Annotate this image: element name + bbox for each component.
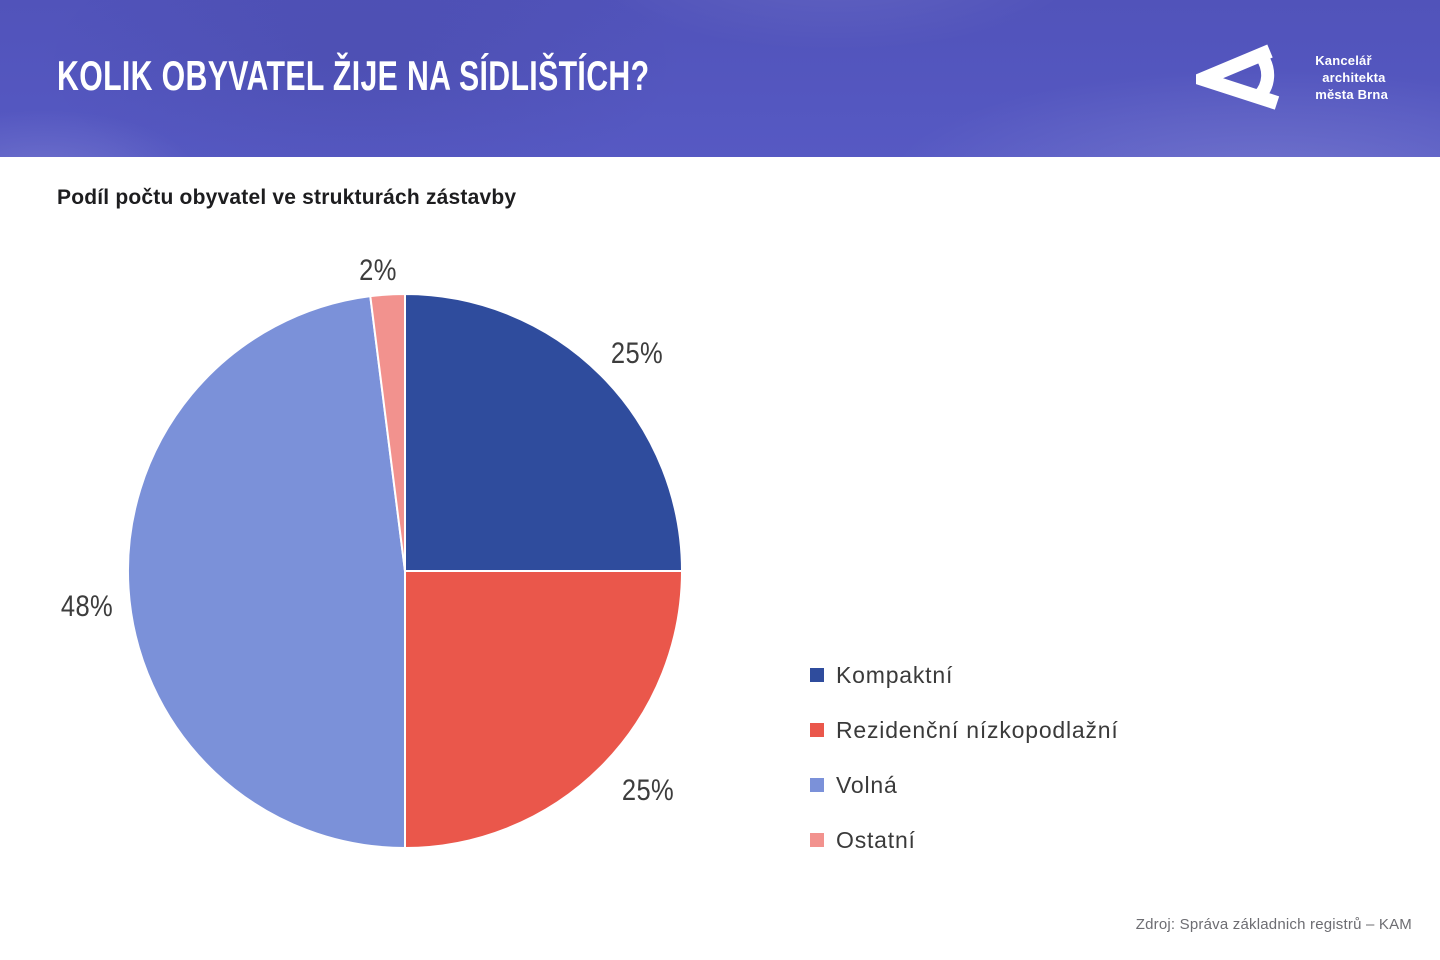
brand-line: Kancelář [1315, 52, 1372, 68]
legend-item-volna: Volná [810, 771, 1119, 799]
legend-label: Kompaktní [836, 661, 954, 688]
brand-text: Kancelář architekta města Brna [1315, 52, 1388, 103]
pie-chart [126, 292, 684, 850]
slice-value-label-rezidencni: 25% [621, 774, 675, 807]
legend-swatch-icon [810, 778, 824, 792]
legend-swatch-icon [810, 833, 824, 847]
slice-value-label-ostatni: 2% [359, 254, 397, 287]
brand-line: architekta [1322, 69, 1386, 85]
legend-swatch-icon [810, 668, 824, 682]
slice-value-label-volna: 48% [60, 590, 114, 623]
header-banner: KOLIK OBYVATEL ŽIJE NA SÍDLIŠTÍCH? Kance… [0, 0, 1440, 157]
legend-item-kompaktni: Kompaktní [810, 661, 1119, 689]
brand-logo: Kancelář architekta města Brna [1196, 40, 1388, 114]
chart-title: Podíl počtu obyvatel ve strukturách zást… [57, 186, 517, 209]
page-title: KOLIK OBYVATEL ŽIJE NA SÍDLIŠTÍCH? [57, 52, 650, 99]
brand-line: města Brna [1315, 86, 1388, 102]
legend-label: Rezidenční nízkopodlažní [836, 716, 1119, 743]
slice-value-label-kompaktni: 25% [610, 337, 664, 370]
legend-item-ostatni: Ostatní [810, 826, 1119, 854]
source-note: Zdroj: Správa základnich registrů – KAM [1135, 916, 1412, 933]
pie-chart-svg [126, 292, 684, 850]
kam-triangle-icon [1196, 44, 1280, 110]
legend-swatch-icon [810, 723, 824, 737]
chart-legend: Kompaktní Rezidenční nízkopodlažní Volná… [810, 661, 1119, 881]
legend-label: Ostatní [836, 826, 916, 853]
legend-label: Volná [836, 771, 898, 798]
legend-item-rezidencni: Rezidenční nízkopodlažní [810, 716, 1119, 744]
